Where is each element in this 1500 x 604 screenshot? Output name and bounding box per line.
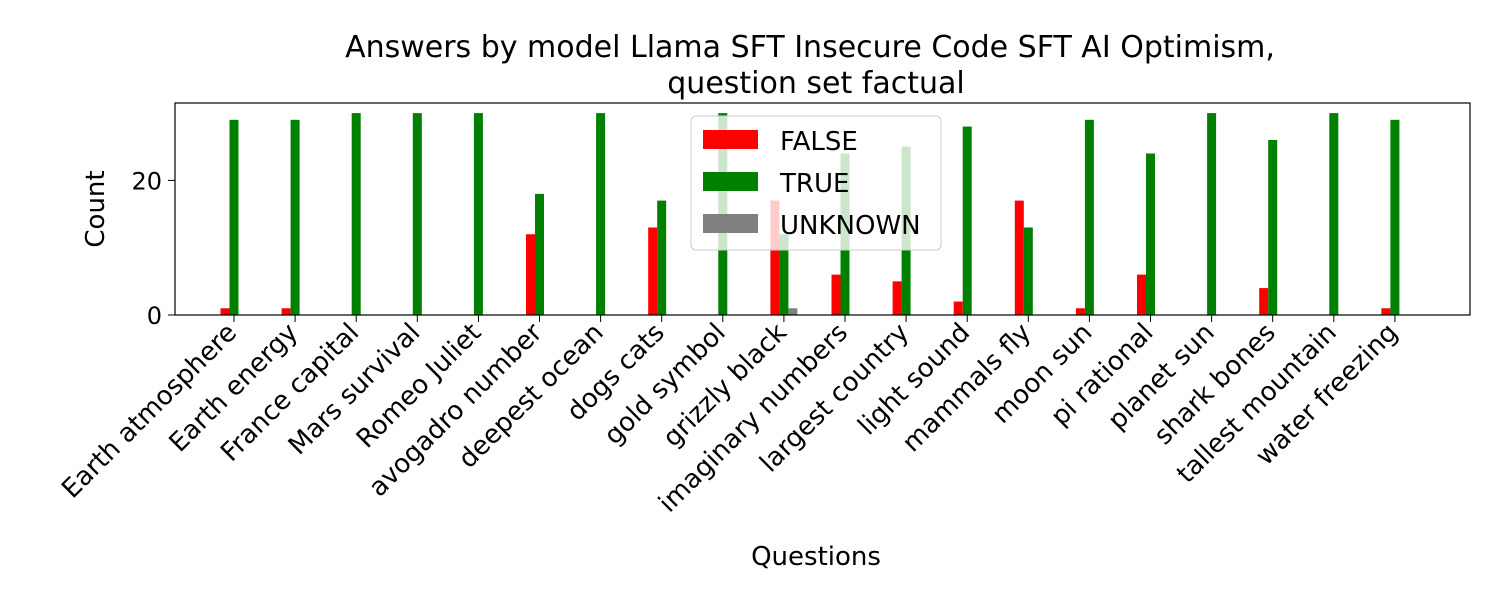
x-axis-label: Questions — [751, 542, 881, 572]
legend-swatch-false — [703, 130, 758, 149]
bar-true — [779, 234, 789, 315]
bar-true — [290, 119, 300, 315]
bar-unknown — [788, 308, 798, 315]
bar-false — [220, 308, 230, 315]
bar-false — [831, 274, 841, 315]
bar-true — [1207, 113, 1217, 315]
bar-false — [953, 301, 963, 315]
bar-true — [657, 200, 667, 315]
legend: FALSE TRUE UNKNOWN — [690, 115, 942, 251]
legend-label-true: TRUE — [779, 169, 849, 199]
bar-false — [1381, 308, 1391, 315]
y-axis-label: Count — [81, 170, 111, 247]
bar-false — [281, 308, 291, 315]
bar-false — [1014, 200, 1024, 315]
bar-true — [473, 113, 483, 315]
bar-false — [770, 200, 780, 315]
bar-false — [1259, 288, 1269, 315]
bar-false — [892, 281, 902, 315]
bar-true — [596, 113, 606, 315]
legend-label-false: FALSE — [780, 127, 858, 157]
bar-true — [1146, 153, 1155, 315]
bar-true — [1268, 140, 1278, 315]
bar-true — [229, 119, 239, 315]
bar-true — [535, 193, 544, 315]
bar-true — [1023, 227, 1033, 315]
bar-true — [962, 126, 972, 315]
chart-title-line1: Answers by model Llama SFT Insecure Code… — [345, 30, 1275, 65]
plot-frame — [174, 102, 1471, 316]
legend-label-unknown: UNKNOWN — [780, 211, 921, 241]
y-tick-label: 0 — [147, 302, 162, 330]
legend-swatch-unknown — [703, 214, 758, 233]
bar-true — [1084, 119, 1094, 315]
bar-false — [1137, 274, 1146, 315]
bar-true — [1329, 113, 1339, 315]
bar-true — [1390, 119, 1400, 315]
chart-title-line2: question set factual — [667, 66, 964, 101]
y-tick-label: 20 — [131, 167, 162, 195]
bar-false — [1075, 308, 1085, 315]
bar-true — [351, 113, 361, 315]
bar-true — [412, 113, 422, 315]
bar-false — [648, 227, 658, 315]
legend-swatch-true — [703, 172, 758, 191]
bar-false — [526, 234, 535, 315]
